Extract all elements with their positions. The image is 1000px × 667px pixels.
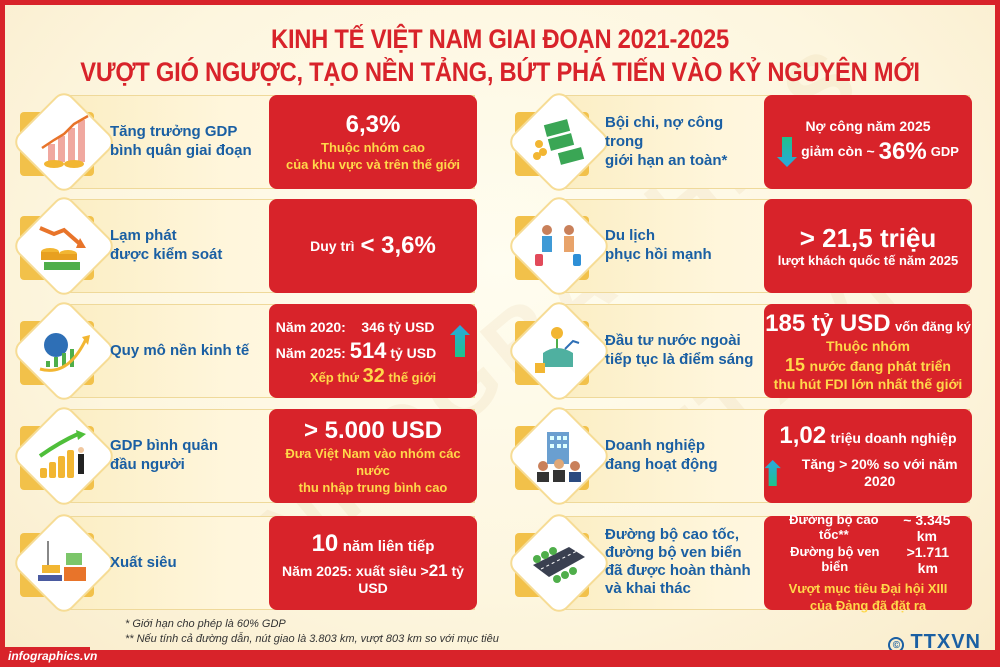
stat-row-tourism: Du lịch phục hồi mạnh > 21,5 triệu lượt … (505, 195, 973, 297)
stat-value: 1,02 (779, 422, 827, 449)
stat-value: 36% (878, 137, 927, 165)
crane-cargo-icon (24, 525, 104, 601)
up-arrow-icon (450, 325, 471, 357)
down-arrow-icon (777, 136, 798, 167)
stat-row-highways: Đường bộ cao tốc, đường bộ ven biển đã đ… (505, 512, 973, 614)
stat-value-box: Năm 2020: 346 tỷ USD Năm 2025: 514 tỷ US… (269, 304, 477, 398)
office-building-people-icon (519, 418, 599, 494)
inflation-coins-icon (24, 208, 104, 284)
stat-value-box: > 5.000 USD Đưa Việt Nam vào nhóm các nư… (269, 409, 477, 503)
title-line-2: VƯỢT GIÓ NGƯỢC, TẠO NỀN TẢNG, BỨT PHÁ TI… (80, 57, 920, 87)
stat-value-box: Đường bộ cao tốc** ~ 3.345 km Đường bộ v… (764, 512, 972, 613)
stat-row-inflation: Lạm phát được kiểm soát Duy trì < 3,6% (10, 195, 478, 297)
stat-value: 6,3% (345, 111, 401, 138)
stat-value: 185 tỷ USD (765, 309, 891, 337)
footnotes: * Giới hạn cho phép là 60% GDP ** Nếu tí… (125, 618, 499, 645)
tourists-luggage-icon (519, 208, 599, 284)
stat-value-box: 6,3% Thuộc nhóm cao của khu vực và trên … (269, 95, 477, 189)
stat-value: < 3,6% (360, 232, 436, 259)
page-title: KINH TẾ VIỆT NAM GIAI ĐOẠN 2021-2025 VƯỢ… (5, 23, 995, 89)
stat-value-box: Duy trì < 3,6% (269, 199, 477, 293)
stat-value-box: > 21,5 triệu lượt khách quốc tế năm 2025 (764, 199, 972, 293)
stat-label: Quy mô nền kinh tế (110, 341, 250, 359)
money-stacks-icon (519, 104, 599, 180)
stat-label: Doanh nghiệp đang hoạt động (605, 437, 718, 473)
stat-label: Du lịch phục hồi mạnh (605, 227, 712, 263)
stat-value-box: 10 năm liên tiếp Năm 2025: xuất siêu >21… (269, 516, 477, 610)
investment-plant-icon (519, 313, 599, 389)
growth-chart-icon (24, 104, 104, 180)
stat-value-box: Nợ công năm 2025 giảm còn ~ 36% GDP (764, 95, 972, 189)
stat-value: > 21,5 triệu (799, 222, 937, 253)
stat-value-box: 185 tỷ USD vốn đăng ký Thuộc nhóm 15 nướ… (764, 304, 972, 398)
stat-row-trade-surplus: Xuất siêu 10 năm liên tiếp Năm 2025: xuấ… (10, 512, 478, 614)
title-line-1: KINH TẾ VIỆT NAM GIAI ĐOẠN 2021-2025 (271, 24, 729, 54)
stat-row-gdp-per-capita: GDP bình quân đầu người > 5.000 USD Đưa … (10, 405, 478, 507)
coins-stack-person-icon (24, 418, 104, 494)
up-arrow-icon (764, 460, 781, 486)
infographic-canvas: INFOGRAPHICS TTXVN KINH TẾ VIỆT NAM GIAI… (5, 5, 995, 650)
stat-label: Bội chi, nợ công trong giới hạn an toàn* (605, 113, 728, 169)
stat-row-economy-size: Quy mô nền kinh tế Năm 2020: 346 tỷ USD … (10, 300, 478, 402)
stat-row-gdp-growth: Tăng trưởng GDP bình quân giai đoạn 6,3%… (10, 91, 478, 193)
copyright-icon: © (888, 637, 905, 650)
globe-chart-icon (24, 313, 104, 389)
stat-label: Lạm phát được kiểm soát (110, 227, 223, 263)
stat-row-enterprises: Doanh nghiệp đang hoạt động 1,02 triệu d… (505, 405, 973, 507)
stat-label: Đường bộ cao tốc, đường bộ ven biển đã đ… (605, 526, 751, 597)
ttxvn-logo: © TTXVN Vietnam News Agency (888, 632, 981, 650)
stat-row-public-debt: Bội chi, nợ công trong giới hạn an toàn*… (505, 91, 973, 193)
stat-row-fdi: Đầu tư nước ngoài tiếp tục là điểm sáng … (505, 300, 973, 402)
stat-label: Tăng trưởng GDP bình quân giai đoạn (110, 123, 252, 159)
stat-label: Đầu tư nước ngoài tiếp tục là điểm sáng (605, 332, 754, 368)
site-link[interactable]: infographics.vn (0, 647, 97, 667)
stat-label: GDP bình quân đầu người (110, 437, 219, 473)
highway-trees-icon (519, 525, 599, 601)
stat-label: Xuất siêu (110, 553, 177, 571)
stat-value-box: 1,02 triệu doanh nghiệp Tăng > 20% so vớ… (764, 409, 972, 503)
stat-value: > 5.000 USD (303, 416, 443, 444)
